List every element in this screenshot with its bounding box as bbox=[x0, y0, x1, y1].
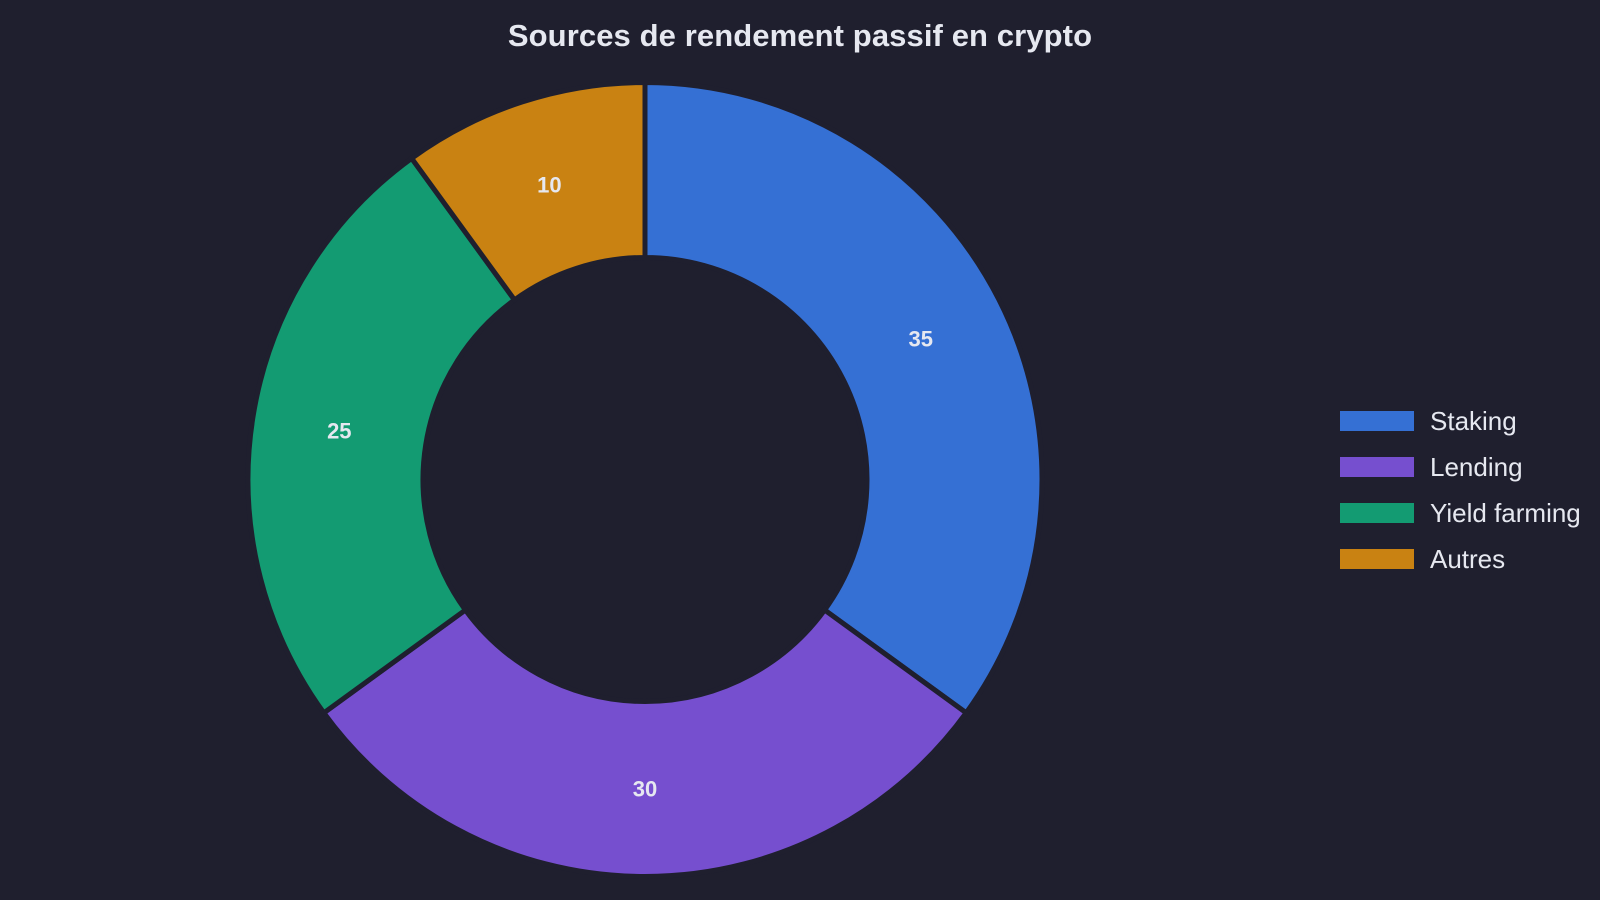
legend-label-yield-farming: Yield farming bbox=[1430, 497, 1581, 528]
slice-value-label-autres: 10 bbox=[537, 173, 561, 198]
slice-value-label-yield-farming: 25 bbox=[327, 419, 351, 444]
donut-slices bbox=[245, 79, 1045, 880]
legend-item-autres[interactable]: Autres bbox=[1340, 536, 1581, 582]
chart-title: Sources de rendement passif en crypto bbox=[507, 18, 1093, 53]
legend-swatch-autres bbox=[1340, 549, 1414, 569]
donut-slice-lending[interactable] bbox=[320, 606, 970, 880]
legend: Staking Lending Yield farming Autres bbox=[1340, 398, 1581, 582]
donut-slice-staking[interactable] bbox=[642, 79, 1045, 717]
legend-item-staking[interactable]: Staking bbox=[1340, 398, 1581, 444]
slice-value-label-lending: 30 bbox=[633, 777, 657, 802]
legend-label-lending: Lending bbox=[1430, 451, 1523, 482]
legend-swatch-yield-farming bbox=[1340, 503, 1414, 523]
legend-label-autres: Autres bbox=[1430, 543, 1506, 574]
donut-slice-labels: 35 30 25 10 bbox=[327, 173, 933, 802]
legend-item-lending[interactable]: Lending bbox=[1340, 444, 1581, 490]
legend-item-yield-farming[interactable]: Yield farming bbox=[1340, 490, 1581, 536]
legend-swatch-lending bbox=[1340, 457, 1414, 477]
donut-slice-yield-farming[interactable] bbox=[245, 154, 519, 717]
donut-slice-autres[interactable] bbox=[408, 79, 648, 304]
slice-value-label-staking: 35 bbox=[909, 326, 933, 351]
legend-label-staking: Staking bbox=[1430, 405, 1517, 436]
legend-swatch-staking bbox=[1340, 411, 1414, 431]
